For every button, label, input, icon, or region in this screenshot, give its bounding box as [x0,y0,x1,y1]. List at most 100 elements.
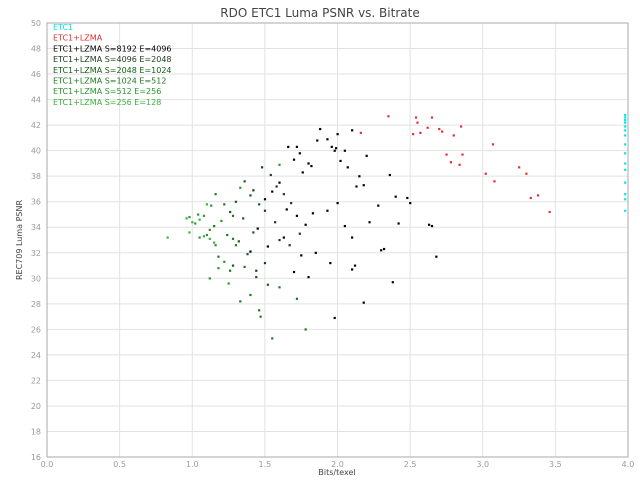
data-point [441,130,444,133]
data-points [166,113,627,340]
data-point [191,221,194,224]
data-point [430,116,434,119]
data-point [249,194,252,197]
plot-frame [46,22,629,458]
data-point [258,309,261,312]
data-point [362,301,365,304]
y-tick-label: 28 [31,300,41,309]
data-point [255,276,258,279]
data-point [271,337,274,340]
data-point [355,185,358,188]
chart-title: RDO ETC1 Luma PSNR vs. Bitrate [220,6,419,20]
data-point [226,233,229,237]
y-tick-label: 22 [31,376,41,385]
data-point [223,260,226,263]
data-point [231,214,235,217]
data-point [316,139,319,142]
y-tick-label: 42 [31,121,41,130]
data-point [365,154,368,157]
data-point [319,127,322,131]
data-point [252,189,255,192]
data-point [214,244,217,247]
y-tick-label: 16 [31,453,41,462]
data-point [298,152,301,155]
data-point [624,121,627,124]
data-point [351,268,354,271]
x-tick-label: 0.5 [113,460,126,469]
data-point [445,153,448,156]
legend-entry: ETC1+LZMA S=4096 E=2048 [53,55,172,64]
data-point [243,180,246,183]
data-point [295,214,299,217]
data-point [263,209,267,212]
data-point [213,224,216,228]
data-point [217,255,220,258]
data-point [536,194,540,197]
data-point [260,166,264,169]
data-point [307,276,310,279]
y-tick-label: 40 [31,147,41,156]
y-tick-label: 20 [31,402,41,411]
data-point [278,286,281,289]
series-3 [252,166,301,272]
data-point [428,223,431,226]
legend-entry: ETC1+LZMA S=2048 E=1024 [53,66,172,75]
data-point [624,113,627,117]
data-point [287,145,290,149]
data-point [438,127,441,131]
data-point [292,158,296,161]
data-point [274,221,277,224]
data-point [278,163,281,166]
data-point [461,153,464,156]
data-point [304,328,307,331]
data-point [202,235,206,238]
data-point [288,244,291,247]
legend-entry: ETC1 [53,23,73,32]
data-point [333,316,336,320]
data-point [208,228,211,231]
data-point [624,119,627,122]
data-point [382,247,386,251]
data-point [430,224,434,228]
data-point [220,219,223,223]
series-2 [249,127,438,320]
data-point [359,131,362,134]
series-5 [213,193,307,340]
data-point [388,173,391,177]
y-tick-label: 46 [31,70,41,79]
data-point [414,116,418,119]
y-tick-label: 32 [31,249,41,258]
data-point [326,138,329,141]
data-point [282,193,285,196]
data-point [231,264,235,267]
x-tick-label: 0.0 [41,460,54,469]
data-point [624,168,627,171]
legend-entry: ETC1+LZMA S=512 E=256 [53,87,161,96]
data-point [624,152,627,155]
data-point [624,181,627,184]
data-point [397,222,400,225]
data-point [377,204,380,207]
data-point [351,129,354,132]
data-point [416,121,419,124]
data-point [336,201,339,205]
data-point [198,236,201,239]
data-point [343,224,346,228]
data-point [311,212,315,215]
data-point [285,208,288,211]
data-point [223,203,226,206]
data-point [269,173,272,177]
data-point [624,129,627,132]
data-point [426,126,429,129]
data-point [266,245,269,248]
data-point [252,231,255,234]
y-tick-label: 30 [31,274,41,283]
data-point [197,213,200,216]
data-point [300,254,303,257]
data-point [256,227,259,230]
data-point [242,217,245,220]
data-point [330,145,333,149]
data-point [329,261,332,265]
y-tick-label: 48 [31,45,41,54]
data-point [198,218,201,221]
